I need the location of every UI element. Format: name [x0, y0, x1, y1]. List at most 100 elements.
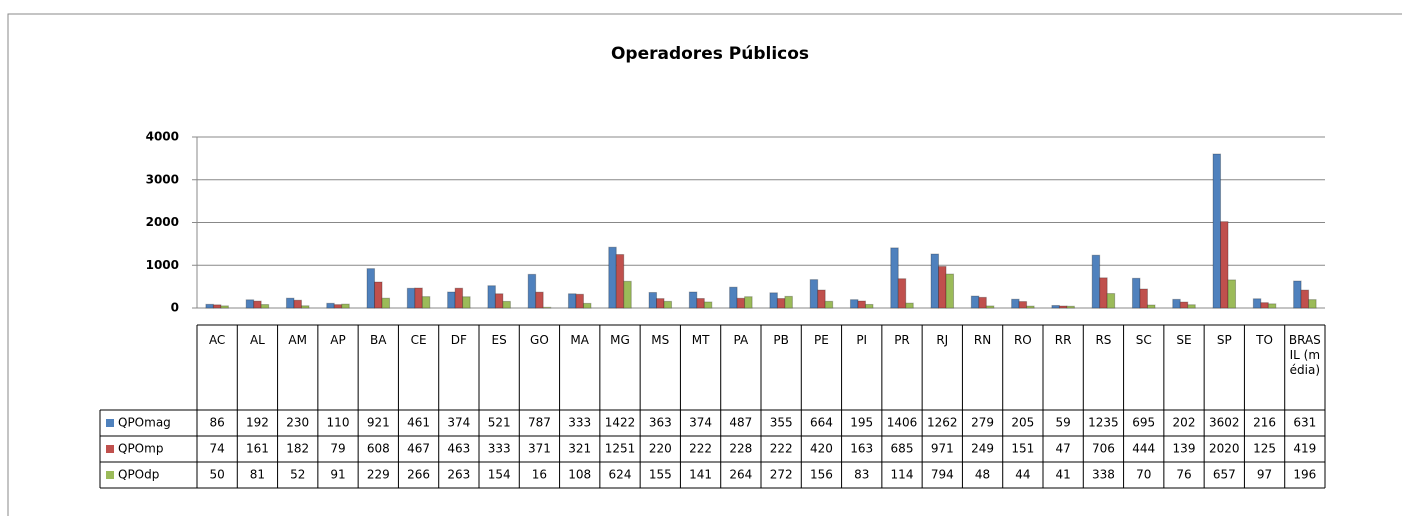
bar: [1099, 277, 1108, 309]
bar: [1018, 301, 1028, 309]
bar: [341, 303, 350, 309]
bar: [333, 304, 343, 309]
data-table-value: 363: [649, 416, 672, 430]
data-table-value: 161: [246, 442, 269, 456]
x-tick-label: BRASIL (média): [1288, 333, 1321, 377]
data-table-value: 657: [1213, 468, 1236, 482]
bar: [784, 295, 793, 309]
data-table-value: 263: [447, 468, 470, 482]
y-tick-label: 3000: [146, 172, 179, 186]
bar: [1252, 298, 1262, 309]
bar: [1058, 305, 1068, 309]
data-table-value: 155: [649, 468, 672, 482]
bar: [1267, 303, 1277, 309]
data-table-value: 249: [971, 442, 994, 456]
bar: [245, 299, 255, 309]
bar: [447, 291, 456, 309]
bar: [381, 297, 391, 309]
data-table-value: 86: [210, 416, 225, 430]
bar: [809, 279, 819, 309]
bar: [527, 273, 537, 309]
data-table-value: 1235: [1088, 416, 1119, 430]
bar: [462, 296, 471, 309]
x-tick-label: SE: [1176, 333, 1192, 347]
data-table-value: 355: [770, 416, 793, 430]
data-table-value: 272: [770, 468, 793, 482]
x-tick-label: AC: [208, 333, 226, 347]
data-table-value: 664: [810, 416, 833, 430]
data-table-value: 461: [407, 416, 430, 430]
data-table-value: 196: [1293, 468, 1316, 482]
data-table-value: 921: [367, 416, 390, 430]
bar: [1146, 304, 1156, 309]
bar: [212, 304, 222, 309]
data-table-value: 333: [488, 442, 511, 456]
data-table-value: 151: [1011, 442, 1034, 456]
data-table-value: 76: [1176, 468, 1191, 482]
legend-swatch: [106, 445, 114, 453]
x-tick-label: RR: [1054, 333, 1072, 347]
bar: [535, 291, 544, 309]
data-table-value: 374: [447, 416, 470, 430]
data-table-value: 2020: [1209, 442, 1240, 456]
bar: [905, 302, 914, 309]
bar: [623, 280, 632, 309]
bar: [494, 293, 504, 309]
data-table-value: 192: [246, 416, 269, 430]
data-table-value: 419: [1293, 442, 1316, 456]
data-table-value: 487: [729, 416, 752, 430]
data-table-value: 182: [286, 442, 309, 456]
bar: [656, 298, 665, 309]
data-table-value: 74: [210, 442, 225, 456]
data-table-value: 3602: [1209, 416, 1240, 430]
data-table-value: 266: [407, 468, 430, 482]
bar: [454, 287, 464, 309]
data-table-value: 222: [689, 442, 712, 456]
bar: [615, 254, 625, 309]
data-table-value: 624: [609, 468, 632, 482]
y-tick-label: 4000: [146, 130, 179, 144]
data-table-value: 44: [1015, 468, 1030, 482]
bar: [366, 268, 376, 309]
bar: [857, 300, 866, 309]
data-table-value: 83: [854, 468, 869, 482]
bar: [253, 300, 262, 309]
bar: [985, 305, 995, 309]
bar: [1308, 299, 1317, 309]
data-table-value: 195: [850, 416, 873, 430]
bar: [293, 299, 302, 309]
bar: [938, 265, 947, 309]
bar: [729, 286, 738, 309]
data-table-value: 47: [1056, 442, 1071, 456]
bar: [864, 303, 874, 309]
data-table-value: 228: [729, 442, 752, 456]
data-table-value: 706: [1092, 442, 1115, 456]
data-table-value: 794: [931, 468, 954, 482]
data-table-value: 321: [568, 442, 591, 456]
data-table-value: 139: [1173, 442, 1196, 456]
x-tick-label: RS: [1095, 333, 1112, 347]
x-tick-label: PE: [814, 333, 829, 347]
bar: [945, 273, 955, 309]
data-table-value: 125: [1253, 442, 1276, 456]
data-table-value: 521: [488, 416, 511, 430]
x-tick-label: MA: [570, 333, 589, 347]
bar: [300, 305, 310, 309]
bar: [930, 253, 940, 309]
data-table-value: 216: [1253, 416, 1276, 430]
legend-label: QPOdp: [118, 468, 159, 482]
data-table-value: 695: [1132, 416, 1155, 430]
bar: [220, 305, 229, 309]
x-tick-label: GO: [530, 333, 549, 347]
data-table-value: 229: [367, 468, 390, 482]
x-tick-label: BA: [370, 333, 387, 347]
x-tick-label: PR: [894, 333, 910, 347]
data-table-value: 205: [1011, 416, 1034, 430]
data-table-value: 50: [210, 468, 225, 482]
bar: [736, 297, 746, 309]
data-table-value: 114: [891, 468, 914, 482]
x-tick-label: RO: [1013, 333, 1032, 347]
x-tick-label: MS: [651, 333, 670, 347]
